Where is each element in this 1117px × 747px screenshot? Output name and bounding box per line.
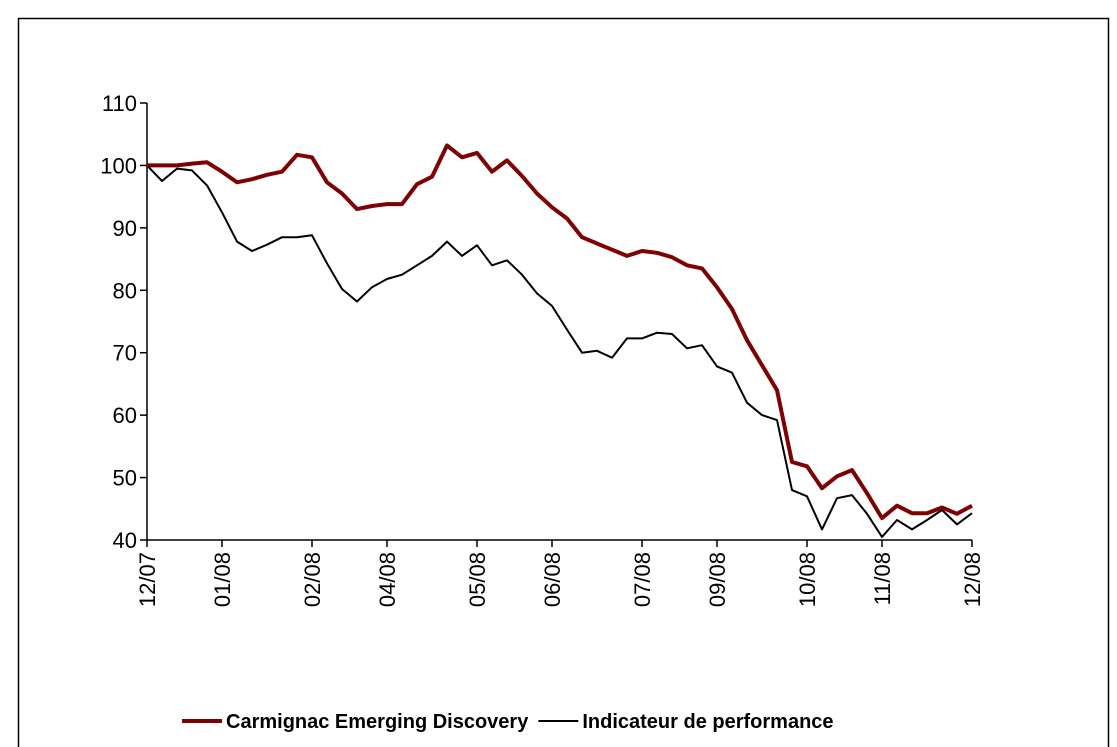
y-tick-label: 100	[100, 153, 137, 178]
x-tick-label: 05/08	[465, 552, 490, 607]
y-tick-label: 40	[113, 528, 137, 553]
x-tick-label: 12/07	[135, 552, 160, 607]
line-series	[147, 143, 973, 521]
legend-label: Indicateur de performance	[582, 711, 833, 733]
x-tick-label: 07/08	[630, 552, 655, 607]
y-tick-label: 80	[113, 278, 137, 303]
x-tick-label: 11/08	[870, 552, 895, 605]
x-tick-label: 06/08	[540, 552, 565, 607]
line-series	[146, 164, 973, 538]
y-tick-label: 70	[113, 341, 137, 366]
y-tick-label: 90	[113, 216, 137, 241]
y-tick-label: 50	[113, 466, 137, 491]
x-tick-label: 02/08	[300, 552, 325, 607]
x-tick-label: 10/08	[795, 552, 820, 607]
legend-label: Carmignac Emerging Discovery	[226, 711, 529, 733]
x-tick-label: 01/08	[210, 552, 235, 607]
chart-border	[17, 17, 1110, 747]
x-tick-label: 04/08	[375, 552, 400, 607]
x-tick-label: 12/08	[960, 552, 985, 607]
x-tick-label: 09/08	[705, 552, 730, 607]
y-tick-label: 60	[113, 403, 137, 428]
y-tick-label: 110	[102, 91, 137, 116]
